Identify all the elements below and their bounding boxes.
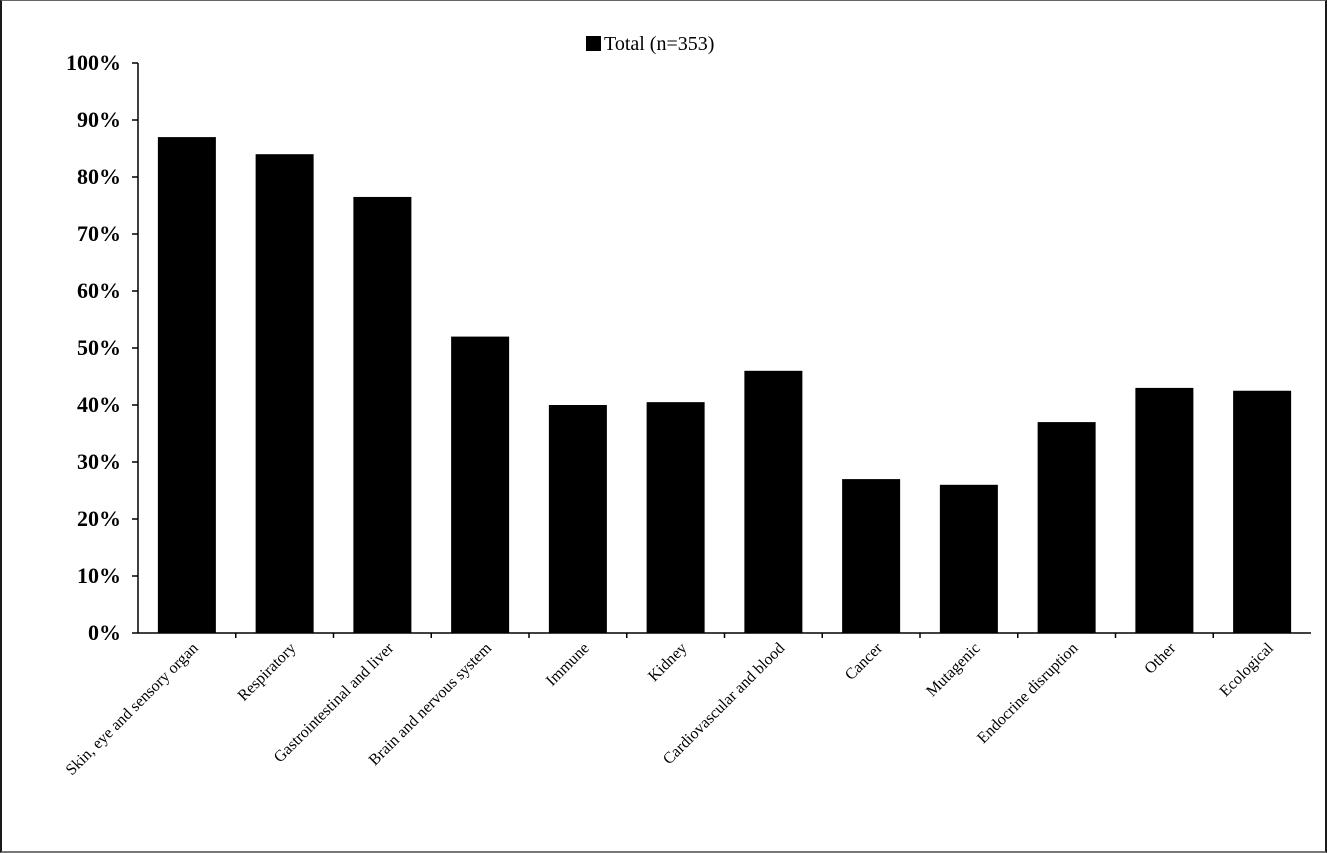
bar xyxy=(842,479,901,633)
category-label: Other xyxy=(1141,639,1179,677)
category-label: Mutagenic xyxy=(923,640,983,700)
y-tick-label: 100% xyxy=(66,50,121,75)
bar xyxy=(1037,422,1096,633)
y-tick-label: 80% xyxy=(77,164,121,189)
y-tick-label: 70% xyxy=(77,221,121,246)
y-tick-label: 60% xyxy=(77,278,121,303)
category-label: Endocrine disruption xyxy=(974,640,1081,747)
bar xyxy=(157,137,216,633)
bar xyxy=(353,196,412,633)
bar xyxy=(451,336,510,633)
category-labels: Skin, eye and sensory organ RespiratoryGa… xyxy=(63,639,1278,779)
category-label: Immune xyxy=(543,640,593,690)
bar xyxy=(646,402,705,633)
bar xyxy=(939,484,998,633)
bars xyxy=(157,137,1292,633)
bar xyxy=(1233,390,1292,633)
bar xyxy=(1135,387,1194,633)
y-tick-label: 30% xyxy=(77,449,121,474)
category-label: Ecological xyxy=(1217,639,1278,700)
category-label: Skin, eye and sensory organ xyxy=(63,640,202,779)
category-label: Respiratory xyxy=(235,640,300,705)
bar xyxy=(548,405,607,633)
y-tick-label: 0% xyxy=(88,620,121,645)
y-tick-label: 40% xyxy=(77,392,121,417)
legend: Total (n=353) xyxy=(586,33,714,55)
x-axis xyxy=(138,632,1311,638)
y-tick-label: 10% xyxy=(77,563,121,588)
y-tick-label: 20% xyxy=(77,506,121,531)
category-label: Kidney xyxy=(645,640,690,685)
y-tick-label: 90% xyxy=(77,107,121,132)
bar xyxy=(744,370,803,633)
category-label: Cancer xyxy=(842,639,887,684)
y-tick-label: 50% xyxy=(77,335,121,360)
legend-label: Total (n=353) xyxy=(604,33,714,55)
y-axis: 0% 10% 20% 30% 40% 50% 60% 70% 80% 90% 100% xyxy=(66,50,139,645)
bar xyxy=(255,154,314,633)
legend-swatch xyxy=(586,36,601,51)
